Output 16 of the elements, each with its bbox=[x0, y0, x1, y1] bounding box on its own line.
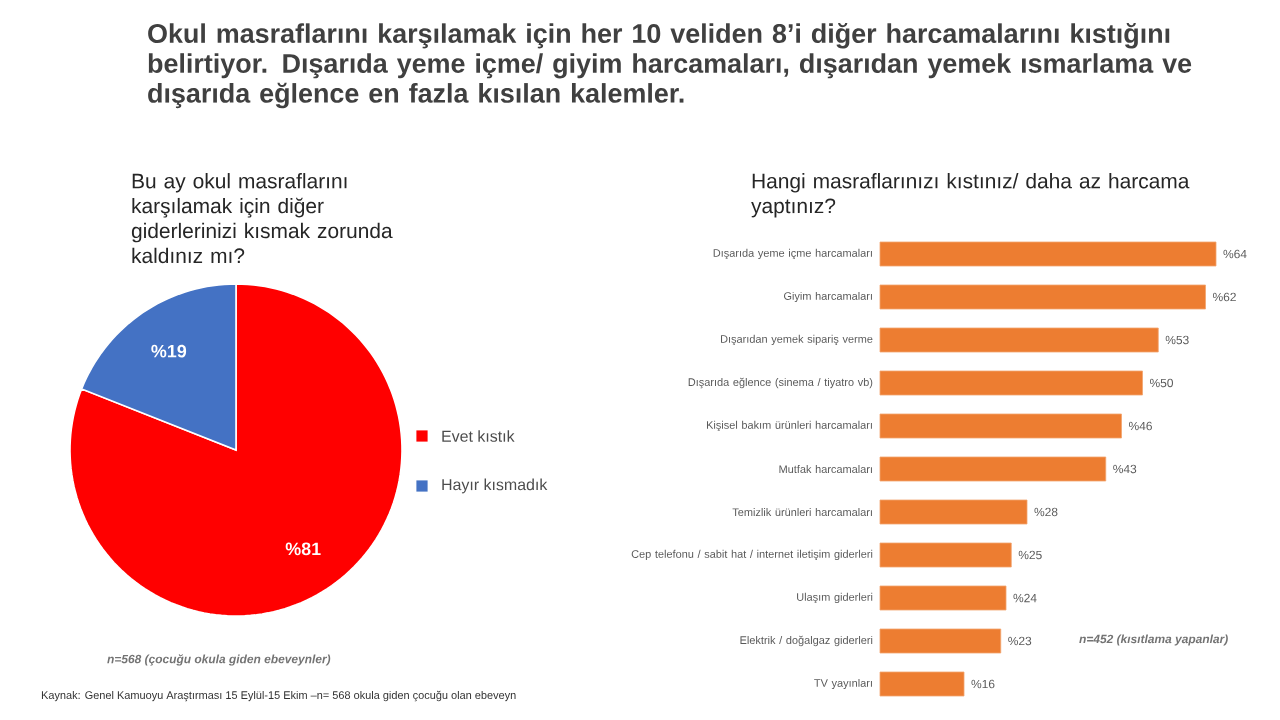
bar bbox=[879, 370, 1143, 396]
data-label: %81 bbox=[285, 542, 321, 556]
bar bbox=[879, 456, 1107, 482]
bar bbox=[879, 284, 1206, 310]
bar bbox=[879, 628, 1002, 654]
chart-title: Hangi masraflarınızı kıstınız/ daha az harcama yaptınız? bbox=[751, 173, 1190, 218]
bar bbox=[879, 327, 1159, 353]
chart-subtitle: Bu ay okul masraflarını karşılamak için diğer giderlerinizi kısmak zorunda kaldınız mı? bbox=[131, 173, 393, 264]
bar bbox=[879, 671, 965, 697]
bar bbox=[879, 585, 1007, 611]
text: Okul masraflarını karşılamak için her 10 veliden 8’i diğer harcamalarını kıstığını belirtiyor. Dışarıda yeme içme/ giyim harcamaları, dışarıdan yemek ısmarlama ve dışarıda eğlence en fazla kısılan kalemler. bbox=[148, 23, 1192, 109]
bar bbox=[879, 413, 1122, 439]
bar bbox=[879, 542, 1012, 568]
bar bbox=[879, 499, 1028, 525]
bar bbox=[879, 241, 1217, 267]
data-label: %19 bbox=[151, 344, 187, 358]
